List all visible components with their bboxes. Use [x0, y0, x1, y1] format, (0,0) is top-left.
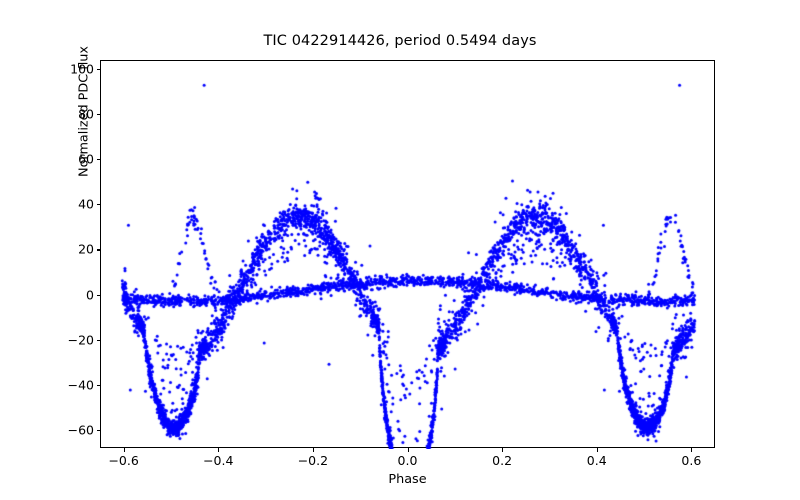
x-tick-mark [502, 448, 504, 452]
x-axis-label: Phase [388, 472, 427, 487]
y-tick-mark [96, 294, 101, 296]
y-tick-label: −60 [67, 422, 94, 438]
x-tick-mark [312, 448, 314, 452]
page-title: TIC 0422914426, period 0.5494 days [263, 33, 537, 49]
x-tick-mark [218, 448, 220, 452]
y-tick-label: −20 [67, 332, 94, 348]
y-tick-label: 40 [78, 196, 94, 212]
y-tick-mark [96, 249, 101, 251]
x-tick-mark [123, 448, 125, 452]
x-tick-label: −0.6 [108, 453, 139, 468]
x-tick-mark [596, 448, 598, 452]
x-tick-mark [691, 448, 693, 452]
x-tick-label: 0.4 [586, 453, 607, 468]
y-tick-mark [96, 159, 101, 161]
y-tick-label: 100 [70, 61, 94, 77]
plot-axes [100, 60, 716, 449]
x-tick-mark [407, 448, 409, 452]
x-tick-label: 0.6 [681, 453, 702, 468]
y-axis-label: Normalized PDC flux [76, 46, 92, 177]
y-tick-mark [96, 114, 101, 116]
y-tick-mark [96, 384, 101, 386]
y-tick-label: 0 [86, 287, 94, 303]
x-tick-label: 0.0 [397, 453, 418, 468]
x-tick-label: −0.4 [203, 453, 234, 468]
y-tick-label: 80 [78, 106, 94, 122]
y-tick-label: 20 [78, 241, 94, 257]
y-tick-mark [96, 339, 101, 341]
y-tick-mark [96, 429, 101, 432]
scatter-plot-canvas [101, 61, 716, 449]
x-tick-label: −0.2 [297, 453, 329, 468]
x-tick-label: 0.2 [492, 453, 513, 468]
y-tick-label: 60 [78, 151, 94, 167]
y-tick-mark [96, 69, 101, 71]
y-tick-mark [96, 204, 101, 206]
y-tick-label: −40 [67, 377, 94, 393]
